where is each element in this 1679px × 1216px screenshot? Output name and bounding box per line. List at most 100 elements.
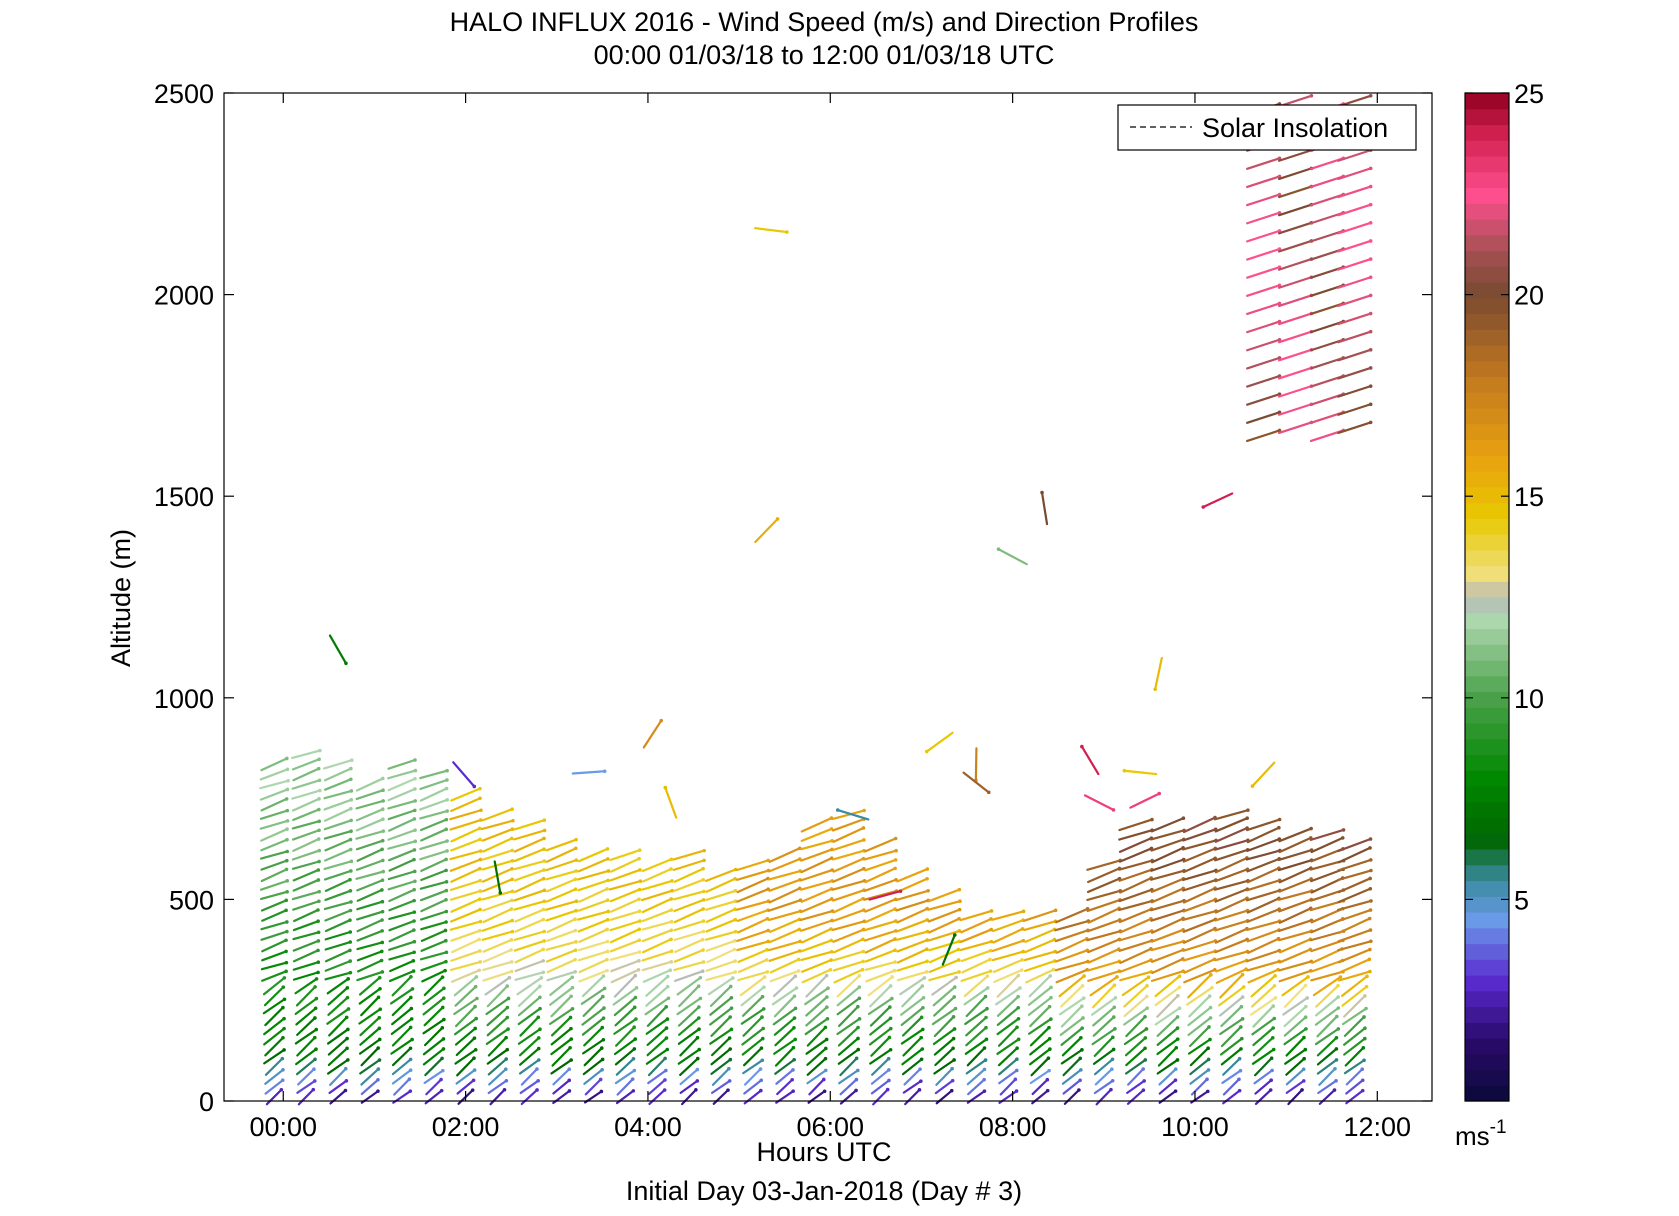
wind-vector-head — [1047, 1025, 1051, 1030]
wind-vector — [481, 858, 515, 871]
wind-vector — [1125, 1058, 1148, 1075]
wind-vector-shaft — [1182, 816, 1217, 834]
x-axis-label: Hours UTC — [756, 1137, 891, 1167]
wind-vector-head — [376, 995, 381, 1000]
wind-vector-shaft — [736, 869, 770, 881]
wind-vector — [514, 947, 545, 964]
wind-vector — [577, 949, 610, 962]
wind-vector — [963, 986, 990, 1006]
wind-vector-head — [824, 1037, 829, 1042]
wind-vector — [769, 969, 801, 983]
wind-vector-head — [1210, 985, 1214, 990]
wind-vector — [551, 1015, 573, 1037]
wind-vector — [356, 909, 385, 921]
wind-vector-shaft — [1181, 839, 1218, 851]
wind-vector-head — [441, 996, 446, 1000]
wind-vector — [545, 837, 578, 852]
wind-vector-head — [444, 909, 449, 914]
wind-vector-head — [701, 866, 705, 871]
wind-vector-shaft — [324, 909, 352, 922]
wind-vector-shaft — [1025, 968, 1055, 984]
wind-vector-shaft — [871, 1057, 890, 1076]
wind-vector-head — [956, 958, 961, 962]
wind-vector — [965, 994, 988, 1018]
wind-vector-head — [445, 768, 449, 773]
wind-vector — [1189, 1046, 1210, 1067]
wind-vector-head — [856, 1036, 860, 1041]
wind-vector-head — [637, 909, 642, 914]
wind-vector — [259, 778, 290, 790]
wind-vector — [292, 807, 321, 822]
wind-vector — [583, 1067, 604, 1085]
wind-vector-head — [412, 898, 416, 903]
wind-vector-shaft — [801, 927, 833, 944]
wind-vector — [323, 818, 353, 831]
wind-vector — [832, 826, 866, 843]
wind-vector-shaft — [481, 919, 514, 932]
wind-vector-head — [473, 1026, 478, 1031]
wind-vector-head — [951, 1036, 956, 1041]
wind-vector-shaft — [1219, 1037, 1243, 1056]
wind-vector — [387, 787, 417, 802]
wind-vector-head — [509, 969, 514, 974]
wind-vector-shaft — [961, 958, 992, 974]
wind-vector-head — [280, 1078, 285, 1083]
wind-vector — [260, 898, 289, 912]
isolated-wind-vector — [754, 517, 780, 544]
wind-vector-shaft — [1285, 1057, 1306, 1076]
wind-vector — [992, 958, 1024, 974]
isolated-wind-vector — [924, 731, 954, 754]
wind-vector-shaft — [519, 1047, 540, 1066]
y-tick-label: 1500 — [154, 482, 214, 512]
wind-vector-shaft — [680, 1088, 697, 1106]
wind-vector — [1345, 1067, 1365, 1086]
wind-vector-shaft — [928, 917, 961, 934]
wind-vector-shaft — [323, 767, 352, 782]
wind-vector-head — [510, 898, 514, 903]
wind-vector-head — [567, 1089, 572, 1093]
wind-vector-shaft — [420, 828, 448, 842]
wind-vector — [1028, 1017, 1053, 1035]
wind-vector-shaft — [420, 960, 448, 972]
wind-vector-shaft — [1251, 1017, 1276, 1036]
wind-vector-head — [474, 975, 479, 979]
wind-vector — [356, 949, 384, 962]
wind-vector-shaft — [259, 809, 289, 820]
wind-vector-shaft — [613, 1017, 638, 1035]
wind-vector-shaft — [704, 930, 737, 941]
wind-vector-shaft — [612, 986, 638, 1006]
wind-vector — [1187, 973, 1213, 999]
wind-vector-head — [924, 947, 929, 952]
upper-wind-vector-head — [1368, 293, 1373, 298]
wind-vector — [833, 937, 865, 954]
isolated-wind-vector-shaft — [1080, 745, 1100, 776]
wind-vector-head — [567, 1078, 572, 1083]
wind-vector-shaft — [737, 917, 769, 934]
wind-vector-head — [1335, 1014, 1339, 1019]
wind-vector-shaft — [1086, 930, 1122, 942]
wind-vector-head — [407, 1077, 412, 1081]
wind-vector-shaft — [768, 887, 801, 904]
wind-vector-shaft — [1245, 879, 1281, 892]
isolated-wind-vector-head — [663, 785, 668, 790]
wind-vector-shaft — [296, 1016, 317, 1036]
wind-vector — [326, 1058, 350, 1075]
wind-vector-head — [1013, 1077, 1018, 1082]
wind-vector — [355, 869, 386, 880]
wind-vector-shaft — [1055, 968, 1089, 984]
wind-vector-shaft — [450, 787, 482, 802]
wind-vector-head — [345, 995, 350, 1000]
wind-vector-shaft — [577, 950, 609, 962]
wind-vector-shaft — [259, 850, 289, 860]
wind-vector-head — [504, 1035, 508, 1040]
wind-vector-shaft — [514, 908, 545, 923]
wind-vector — [800, 949, 834, 962]
wind-vector — [581, 1016, 606, 1036]
wind-vector — [838, 1004, 860, 1028]
wind-vector — [991, 949, 1026, 962]
wind-vector-shaft — [705, 970, 737, 982]
wind-vector-head — [313, 1006, 318, 1011]
wind-vector-head — [602, 1006, 606, 1010]
wind-vector-shaft — [323, 830, 353, 840]
wind-vector-shaft — [1091, 1027, 1116, 1046]
